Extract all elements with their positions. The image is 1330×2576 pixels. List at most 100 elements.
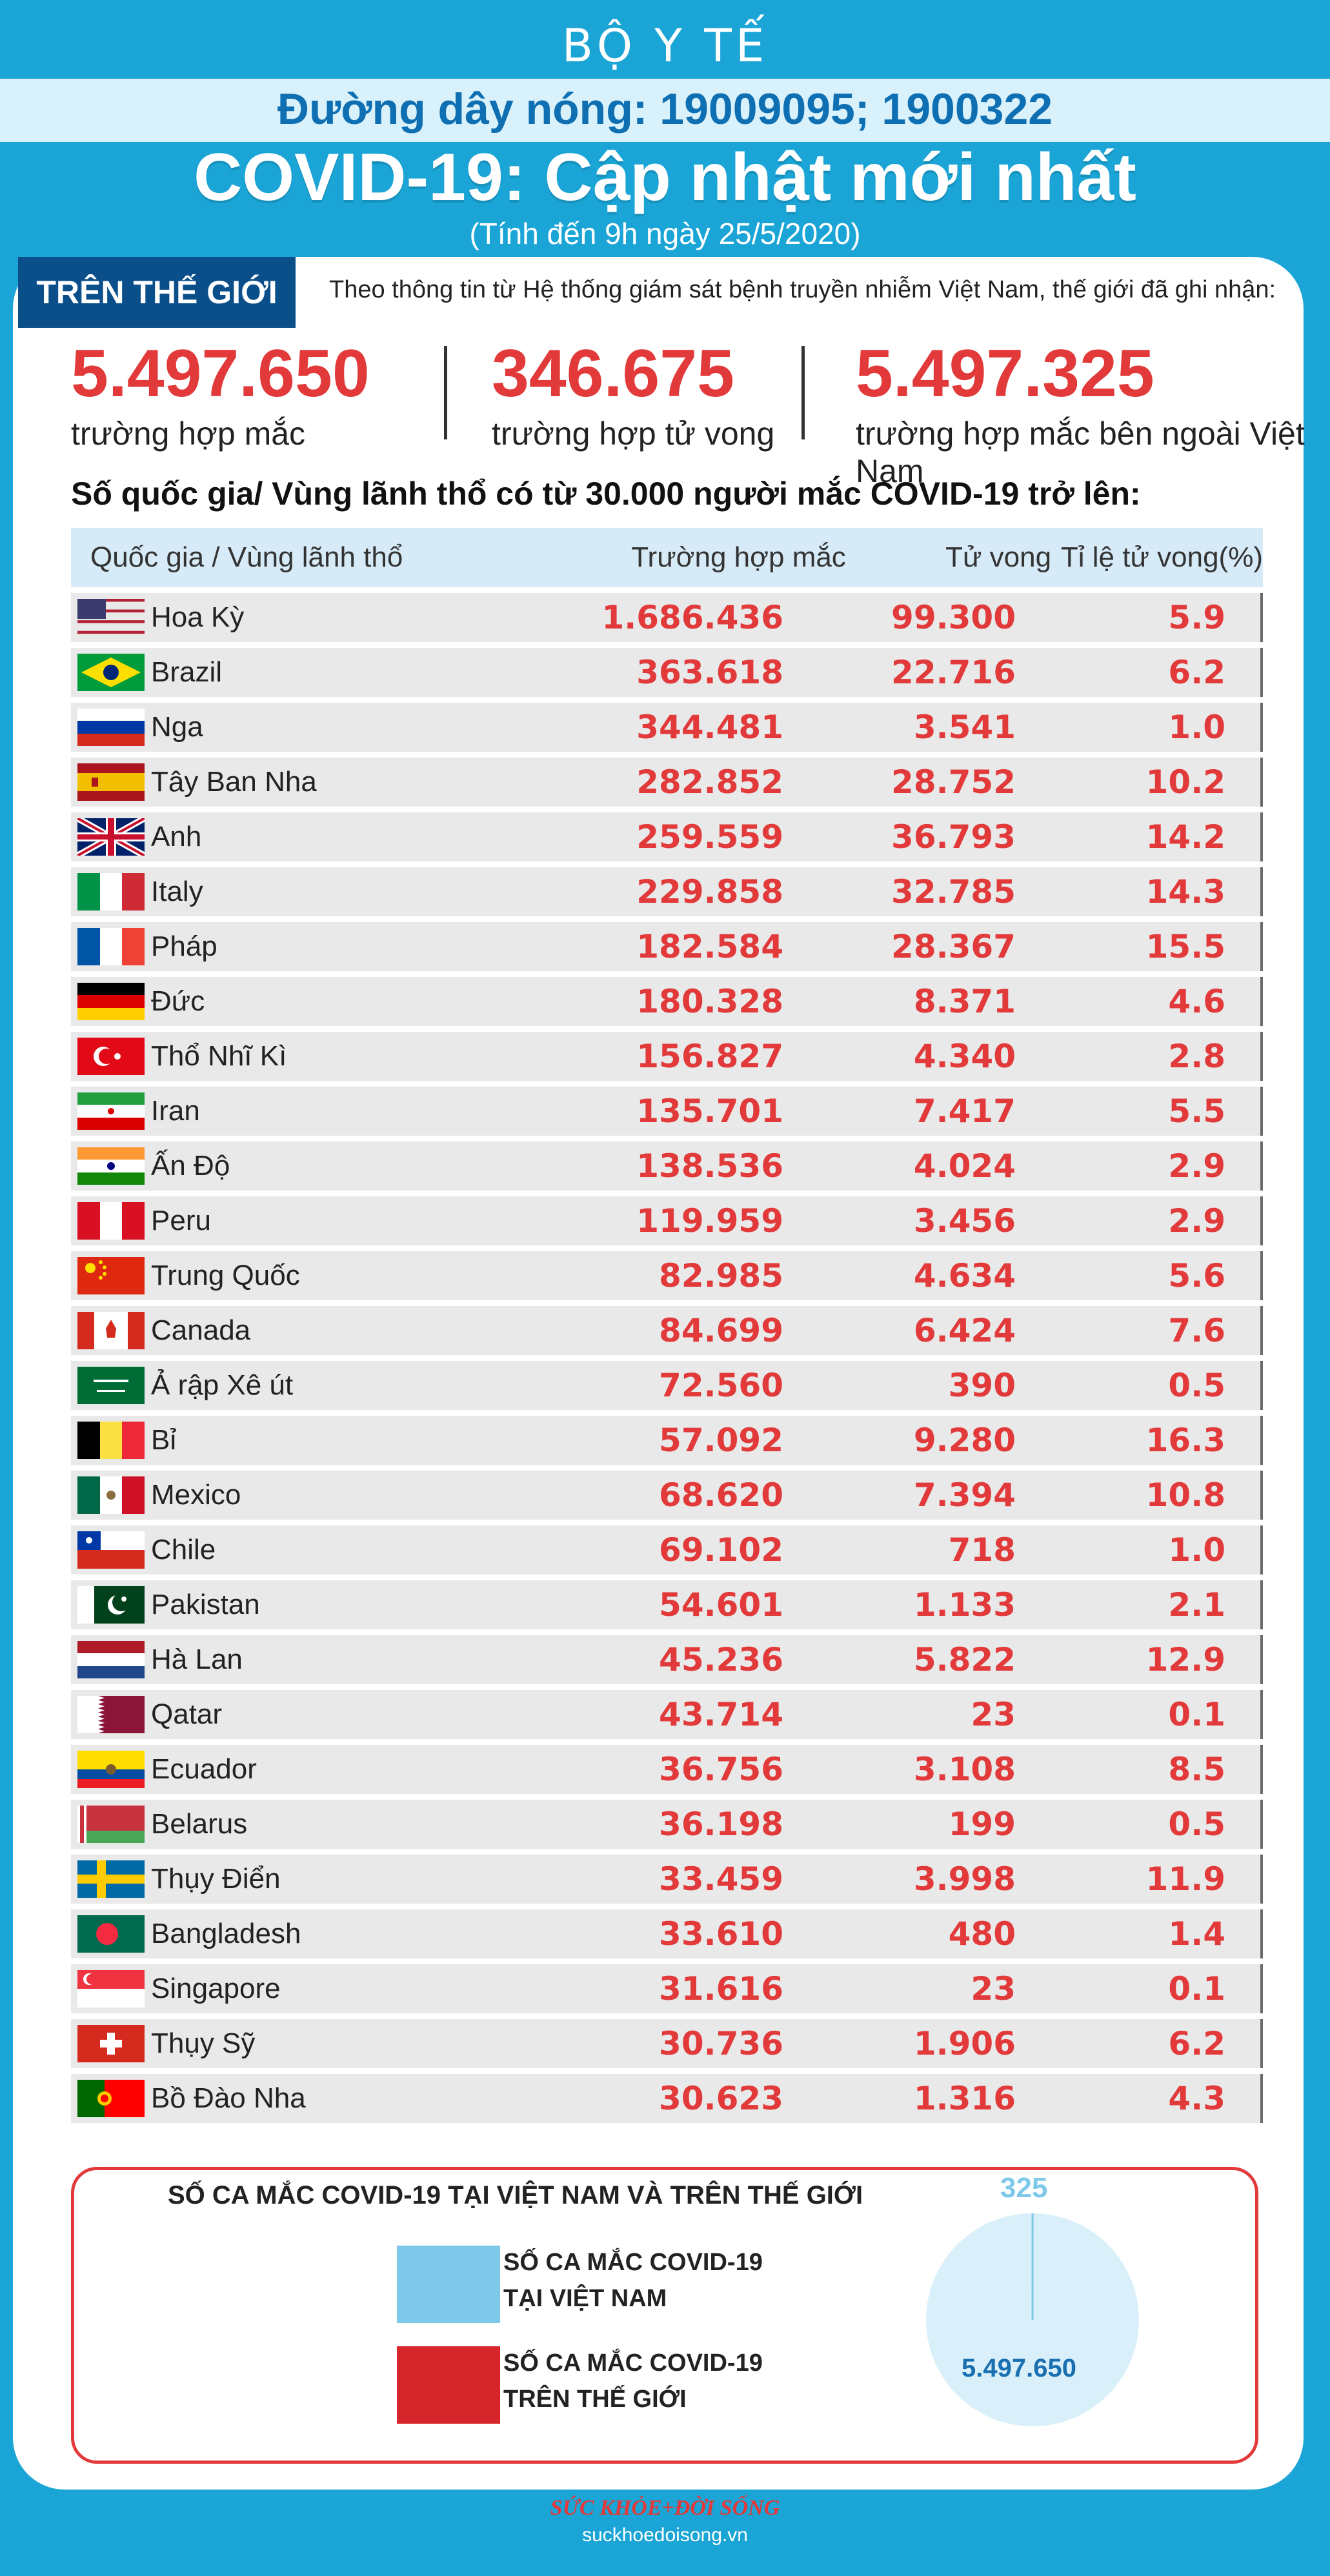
rate-value: 4.3	[1168, 2080, 1225, 2117]
cases-value: 68.620	[659, 1476, 783, 1514]
cases-value: 31.616	[659, 1970, 783, 2007]
cases-value: 57.092	[659, 1422, 783, 1459]
rate-value: 2.9	[1168, 1202, 1225, 1240]
uk-flag	[77, 818, 145, 856]
stat-total-deaths: 346.675 trường hợp tử vong	[492, 336, 774, 452]
flag-cell	[71, 763, 151, 801]
cases-value: 84.699	[659, 1312, 783, 1349]
deaths-value: 4.634	[913, 1257, 1016, 1294]
table-row: Italy 229.858 32.785 14.3	[71, 867, 1263, 916]
cases-value: 138.536	[636, 1147, 783, 1185]
rate-value: 15.5	[1145, 928, 1225, 965]
flag-cell	[71, 1038, 151, 1075]
rate-value: 2.8	[1168, 1038, 1225, 1075]
chile-flag	[77, 1531, 145, 1569]
cases-value: 69.102	[659, 1531, 783, 1569]
country-name: Brazil	[151, 656, 223, 688]
country-name: Ấn Độ	[151, 1150, 230, 1182]
table-row: Bỉ 57.092 9.280 16.3	[71, 1416, 1263, 1465]
table-row: Singapore 31.616 23 0.1	[71, 1964, 1263, 2013]
cases-value: 1.686.436	[601, 599, 783, 636]
cases-value: 54.601	[659, 1586, 783, 1624]
flag-cell	[71, 2080, 151, 2117]
cases-value: 45.236	[659, 1641, 783, 1678]
spain-flag	[77, 763, 145, 801]
country-name: Pakistan	[151, 1589, 260, 1620]
comparison-title: SỐ CA MẮC COVID-19 TẠI VIỆT NAM VÀ TRÊN …	[168, 2181, 863, 2209]
stat-label: trường hợp mắc	[71, 416, 306, 452]
flag-cell	[71, 1970, 151, 2007]
stat-value: 5.497.325	[856, 336, 1154, 411]
table-row: Pakistan 54.601 1.133 2.1	[71, 1580, 1263, 1629]
deaths-value: 7.417	[913, 1092, 1016, 1130]
deaths-value: 8.371	[913, 983, 1016, 1020]
table-row: Peru 119.959 3.456 2.9	[71, 1196, 1263, 1245]
deaths-value: 4.340	[913, 1038, 1016, 1075]
italy-flag	[77, 873, 145, 911]
date-note: (Tính đến 9h ngày 25/5/2020)	[469, 217, 861, 250]
deaths-value: 28.752	[891, 763, 1016, 801]
table-row: Ecuador 36.756 3.108 8.5	[71, 1745, 1263, 1794]
country-name: Qatar	[151, 1698, 223, 1730]
cases-value: 182.584	[636, 928, 783, 965]
stat-outside-vietnam: 5.497.325 trường hợp mắc bên ngoài Việt …	[856, 336, 1330, 490]
table-row: Thụy Sỹ 30.736 1.906 6.2	[71, 2019, 1263, 2068]
deaths-value: 5.822	[913, 1641, 1016, 1678]
brazil-flag	[77, 654, 145, 691]
deaths-value: 7.394	[913, 1476, 1016, 1514]
country-name: Đức	[151, 985, 205, 1017]
table-row: Hoa Kỳ 1.686.436 99.300 5.9	[71, 593, 1263, 642]
flag-cell	[71, 1696, 151, 1733]
rate-value: 16.3	[1145, 1422, 1225, 1459]
country-name: Ả rập Xê út	[151, 1369, 294, 1401]
country-name: Iran	[151, 1095, 200, 1127]
deaths-value: 3.456	[913, 1202, 1016, 1240]
rate-value: 1.0	[1168, 1531, 1225, 1569]
rate-value: 2.1	[1168, 1586, 1225, 1624]
deaths-value: 1.133	[913, 1586, 1016, 1624]
table-row: Pháp 182.584 28.367 15.5	[71, 922, 1263, 971]
flag-cell	[71, 1915, 151, 1953]
rate-value: 10.8	[1145, 1476, 1225, 1514]
stat-total-cases: 5.497.650 trường hợp mắc	[71, 336, 370, 452]
cases-value: 82.985	[659, 1257, 783, 1294]
legend-label-world: SỐ CA MẮC COVID-19 TRÊN THẾ GIỚI	[503, 2350, 763, 2413]
rate-value: 12.9	[1145, 1641, 1225, 1678]
deaths-value: 23	[971, 1970, 1016, 2007]
rate-value: 6.2	[1168, 2025, 1225, 2062]
belgium-flag	[77, 1422, 145, 1459]
pie-label-vietnam: 325	[1000, 2172, 1048, 2204]
country-name: Thụy Sỹ	[151, 2028, 256, 2059]
rate-value: 1.0	[1168, 709, 1225, 746]
deaths-value: 718	[948, 1531, 1016, 1569]
iran-flag	[77, 1092, 145, 1130]
table-row: Belarus 36.198 199 0.5	[71, 1800, 1263, 1849]
table-row: Đức 180.328 8.371 4.6	[71, 977, 1263, 1026]
stat-divider	[444, 346, 447, 439]
deaths-value: 1.906	[913, 2025, 1016, 2062]
deaths-value: 28.367	[891, 928, 1016, 965]
country-name: Peru	[151, 1205, 211, 1236]
table-row: Nga 344.481 3.541 1.0	[71, 703, 1263, 752]
deaths-value: 390	[948, 1367, 1016, 1404]
cases-value: 344.481	[636, 709, 783, 746]
country-name: Ecuador	[151, 1753, 257, 1785]
world-section-tag: TRÊN THẾ GIỚI	[18, 257, 296, 328]
deaths-value: 99.300	[891, 599, 1016, 636]
world-intro: Theo thông tin từ Hệ thống giám sát bệnh…	[329, 276, 1276, 303]
country-name: Bỉ	[151, 1424, 177, 1456]
rate-value: 2.9	[1168, 1147, 1225, 1185]
saudi-flag	[77, 1367, 145, 1404]
stat-value: 5.497.650	[71, 336, 370, 411]
table-row: Hà Lan 45.236 5.822 12.9	[71, 1635, 1263, 1684]
deaths-value: 3.108	[913, 1751, 1016, 1788]
table-row: Mexico 68.620 7.394 10.8	[71, 1471, 1263, 1520]
us-flag	[77, 599, 145, 634]
flag-cell	[71, 1806, 151, 1843]
country-name: Chile	[151, 1534, 216, 1565]
ministry-brand: BỘ Y TẾ	[561, 19, 769, 72]
table-row: Thụy Điển 33.459 3.998 11.9	[71, 1855, 1263, 1904]
col-header-cases: Trường hợp mắc	[631, 541, 846, 573]
india-flag	[77, 1147, 145, 1185]
rate-value: 0.1	[1168, 1970, 1225, 2007]
